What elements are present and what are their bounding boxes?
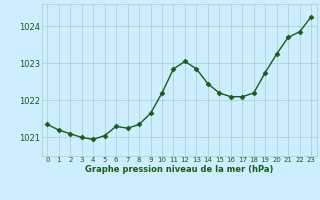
- X-axis label: Graphe pression niveau de la mer (hPa): Graphe pression niveau de la mer (hPa): [85, 165, 273, 174]
